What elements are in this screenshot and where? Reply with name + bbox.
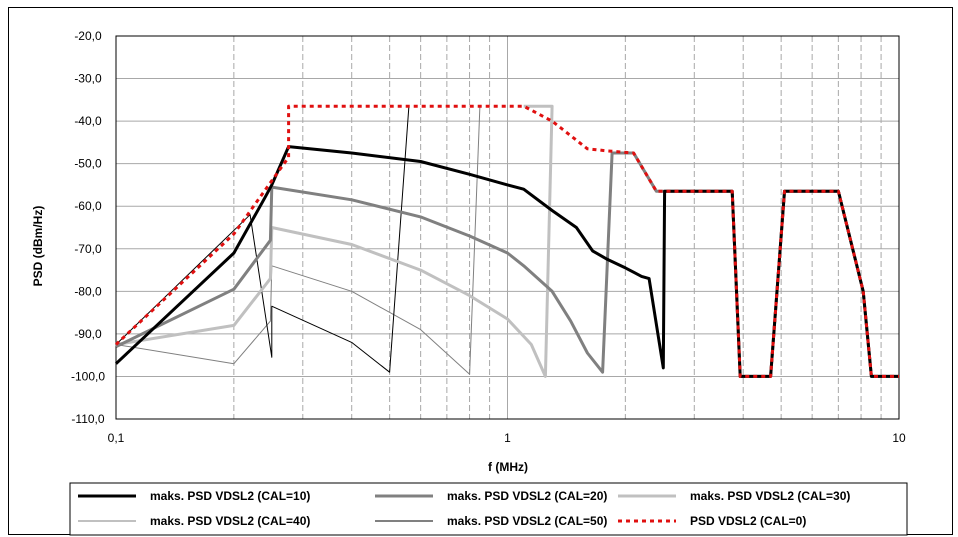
y-tick-labels: -20,0 -30,0 -40,0 -50,0 -60,0 -70,0 -80,0 -90,0… [71, 29, 105, 426]
series-line [115, 106, 410, 373]
legend-label: maks. PSD VDSL2 (CAL=50) [447, 514, 607, 528]
y-tick-label: -90,0 [74, 327, 102, 341]
x-tick-labels: 0,1 1 10 [108, 431, 906, 445]
y-tick-label: -30,0 [74, 72, 102, 86]
series-line [115, 104, 554, 378]
series-lines [114, 104, 899, 378]
series-line [114, 104, 899, 378]
y-tick-label: -100,0 [71, 369, 105, 383]
legend-label: maks. PSD VDSL2 (CAL=20) [447, 489, 607, 503]
series-line [115, 106, 481, 375]
series-line [114, 145, 899, 378]
y-axis-label: PSD (dBm/Hz) [31, 206, 45, 287]
y-tick-label: -110,0 [71, 412, 104, 426]
legend-box [69, 482, 908, 536]
x-tick-label: 0,1 [108, 431, 125, 445]
x-axis-label: f (MHz) [488, 460, 528, 474]
y-tick-label: -60,0 [74, 199, 102, 213]
legend-label: maks. PSD VDSL2 (CAL=10) [150, 489, 310, 503]
legend: maks. PSD VDSL2 (CAL=10) maks. PSD VDSL2 … [69, 482, 908, 536]
y-tick-label: -20,0 [74, 29, 102, 43]
x-tick-label: 10 [892, 431, 906, 445]
legend-label: maks. PSD VDSL2 (CAL=40) [150, 514, 310, 528]
y-tick-label: -70,0 [74, 242, 102, 256]
y-tick-label: -80,0 [74, 284, 102, 298]
y-tick-label: -50,0 [74, 157, 102, 171]
y-tick-label: -40,0 [74, 114, 102, 128]
plot-area [115, 35, 900, 420]
legend-label: PSD VDSL2 (CAL=0) [690, 514, 806, 528]
legend-label: maks. PSD VDSL2 (CAL=30) [690, 489, 850, 503]
x-tick-label: 1 [504, 431, 511, 445]
